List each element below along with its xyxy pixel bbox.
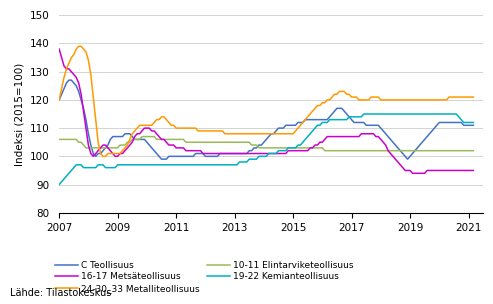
16-17 Metsäteollisuus	[132, 135, 138, 138]
Line: 10-11 Elintarviketeollisuus: 10-11 Elintarviketeollisuus	[59, 136, 473, 151]
Text: Lähde: Tilastokeskus: Lähde: Tilastokeskus	[10, 288, 111, 298]
Y-axis label: Indeksi (2015=100): Indeksi (2015=100)	[14, 62, 24, 166]
Line: 19-22 Kemianteollisuus: 19-22 Kemianteollisuus	[59, 114, 473, 185]
19-22 Kemianteollisuus	[300, 140, 306, 144]
19-22 Kemianteollisuus	[410, 112, 416, 116]
C Teollisuus	[56, 98, 62, 102]
16-17 Metsäteollisuus	[470, 169, 476, 172]
10-11 Elintarviketeollisuus	[139, 135, 145, 138]
19-22 Kemianteollisuus	[56, 183, 62, 186]
10-11 Elintarviketeollisuus	[322, 149, 328, 153]
10-11 Elintarviketeollisuus	[317, 146, 323, 150]
C Teollisuus	[305, 118, 311, 122]
24-30_33 Metalliteollisuus	[76, 44, 82, 48]
10-11 Elintarviketeollisuus	[412, 149, 418, 153]
24-30_33 Metalliteollisuus	[431, 98, 437, 102]
C Teollisuus	[470, 123, 476, 127]
10-11 Elintarviketeollisuus	[132, 138, 138, 141]
19-22 Kemianteollisuus	[470, 121, 476, 124]
C Teollisuus	[134, 138, 140, 141]
24-30_33 Metalliteollisuus	[319, 101, 325, 105]
C Teollisuus	[66, 78, 72, 82]
19-22 Kemianteollisuus	[132, 163, 138, 167]
16-17 Metsäteollisuus	[346, 135, 352, 138]
24-30_33 Metalliteollisuus	[351, 95, 357, 99]
16-17 Metsäteollisuus	[300, 149, 306, 153]
16-17 Metsäteollisuus	[315, 143, 320, 147]
24-30_33 Metalliteollisuus	[305, 115, 311, 119]
24-30_33 Metalliteollisuus	[412, 98, 418, 102]
10-11 Elintarviketeollisuus	[302, 146, 308, 150]
C Teollisuus	[351, 121, 357, 124]
24-30_33 Metalliteollisuus	[56, 98, 62, 102]
10-11 Elintarviketeollisuus	[431, 149, 437, 153]
Legend: C Teollisuus, 16-17 Metsäteollisuus, 24-30_33 Metalliteollisuus, 10-11 Elintarvi: C Teollisuus, 16-17 Metsäteollisuus, 24-…	[55, 261, 354, 293]
C Teollisuus	[319, 118, 325, 122]
Line: 16-17 Metsäteollisuus: 16-17 Metsäteollisuus	[59, 49, 473, 173]
10-11 Elintarviketeollisuus	[351, 149, 357, 153]
19-22 Kemianteollisuus	[429, 112, 435, 116]
24-30_33 Metalliteollisuus	[100, 154, 106, 158]
16-17 Metsäteollisuus	[410, 171, 416, 175]
Line: C Teollisuus: C Teollisuus	[59, 80, 473, 159]
10-11 Elintarviketeollisuus	[56, 138, 62, 141]
10-11 Elintarviketeollisuus	[470, 149, 476, 153]
19-22 Kemianteollisuus	[346, 115, 352, 119]
C Teollisuus	[431, 126, 437, 130]
16-17 Metsäteollisuus	[407, 169, 413, 172]
19-22 Kemianteollisuus	[315, 123, 320, 127]
C Teollisuus	[412, 149, 418, 153]
24-30_33 Metalliteollisuus	[470, 95, 476, 99]
24-30_33 Metalliteollisuus	[137, 123, 142, 127]
C Teollisuus	[159, 157, 165, 161]
19-22 Kemianteollisuus	[361, 112, 367, 116]
16-17 Metsäteollisuus	[429, 169, 435, 172]
16-17 Metsäteollisuus	[56, 47, 62, 51]
Line: 24-30_33 Metalliteollisuus: 24-30_33 Metalliteollisuus	[59, 46, 473, 156]
